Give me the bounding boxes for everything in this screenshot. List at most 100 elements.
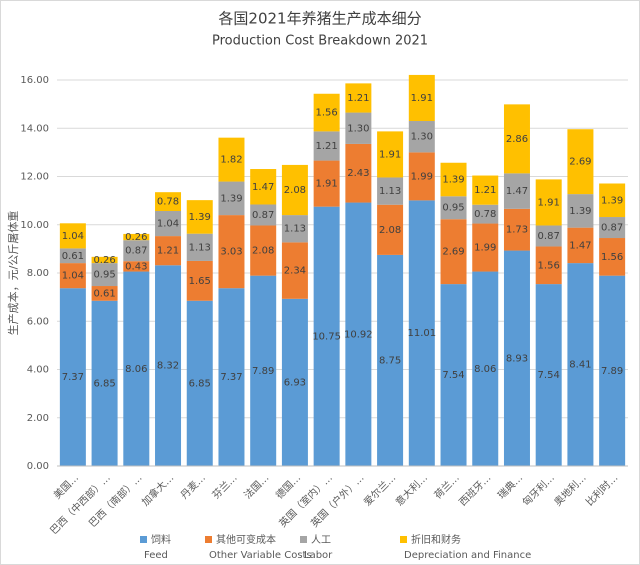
data-label: 10.92 [344,329,373,340]
data-label: 2.08 [284,185,306,196]
data-label: 1.91 [538,197,560,208]
data-label: 8.32 [157,361,179,372]
data-label: 11.01 [407,328,436,339]
y-tick-label: 2.00 [27,413,49,424]
bar-segment [503,208,530,251]
data-label: 2.69 [442,247,464,258]
bar-segment [155,210,182,237]
legend-swatch [400,536,407,543]
data-label: 0.87 [538,231,560,242]
bar-segment [218,215,245,289]
data-label: 7.54 [538,370,560,381]
data-label: 6.93 [284,377,306,388]
data-label: 1.21 [474,185,496,196]
bar-segment [377,177,404,205]
bar-segment [440,284,467,466]
bar-segment [313,93,340,132]
bar-segment [313,131,340,161]
y-axis-label: 生产成本，元/公斤屠体重 [6,211,20,336]
bar-segment [345,83,372,113]
data-label: 1.21 [316,141,338,152]
data-label: 1.99 [474,243,496,254]
bar-segment [59,288,86,466]
data-label: 1.39 [189,212,211,223]
bar-segment [250,275,277,466]
data-label: 1.39 [442,175,464,186]
data-label: 8.41 [569,360,591,371]
data-label: 1.56 [538,260,560,271]
data-label: 0.87 [601,223,623,234]
y-tick-label: 4.00 [27,365,49,376]
bar-segment [535,179,562,226]
data-label: 2.69 [569,157,591,168]
data-label: 1.73 [506,225,528,236]
bar-segment [345,112,372,144]
data-label: 6.85 [189,378,211,389]
data-label: 1.47 [252,182,274,193]
bar-segment [186,200,213,234]
data-label: 7.54 [442,370,464,381]
data-label: 2.43 [347,168,369,179]
legend-label-en: Other Variable Costs [209,550,312,561]
data-label: 1.39 [220,193,242,204]
data-label: 7.37 [220,372,242,383]
bar-segment [599,275,626,466]
data-label: 1.21 [157,246,179,257]
bar-segment [155,192,182,211]
data-label: 1.91 [411,93,433,104]
data-label: 1.21 [347,93,369,104]
bar-segment [408,200,435,467]
data-label: 0.61 [62,251,84,262]
data-label: 10.75 [312,331,341,342]
bar-segment [472,175,499,205]
bar-segment [186,260,213,301]
bar-segment [408,121,435,153]
data-label: 0.87 [252,210,274,221]
bar-segment [250,204,277,226]
bar-segment [440,219,467,285]
data-label: 0.61 [93,288,115,299]
data-label: 7.89 [252,366,274,377]
legend-swatch [205,536,212,543]
bar-segment [123,261,150,272]
bar-segment [313,160,340,207]
bar-segment [155,265,182,466]
bar-segment [377,204,404,255]
bar-segment [440,162,467,197]
bar-segment [91,286,118,301]
bar-segment [313,206,340,466]
data-label: 1.99 [411,171,433,182]
bar-segment [250,225,277,276]
legend-label: 人工 [311,534,331,546]
bar-segment [535,246,562,285]
y-tick-label: 8.00 [27,268,49,279]
data-label: 1.39 [569,206,591,217]
data-label: 0.95 [93,270,115,281]
bar-segment [281,242,308,299]
data-label: 6.85 [93,378,115,389]
data-label: 1.30 [411,132,433,143]
bar-segment [472,204,499,224]
y-tick-label: 0.00 [27,461,49,472]
bar-segment [281,215,308,243]
bar-segment [91,256,118,264]
bar-segment [377,254,404,466]
bar-segment [59,248,86,264]
bar-segment [91,300,118,466]
bar-segment [408,152,435,201]
data-label: 0.26 [125,232,147,243]
bar-segment [503,250,530,466]
bar-segment [281,164,308,216]
legend-label: 其他可变成本 [216,533,276,546]
bar-segment [567,194,594,228]
data-label: 1.56 [601,252,623,263]
chart-subtitle: Production Cost Breakdown 2021 [212,34,428,49]
bar-segment [503,104,530,174]
data-label: 0.87 [125,246,147,257]
bar-segment [250,169,277,205]
y-tick-label: 12.00 [20,172,49,183]
data-label: 1.13 [284,224,306,235]
bar-segment [503,173,530,209]
legend-label-en: Depreciation and Finance [404,550,531,561]
